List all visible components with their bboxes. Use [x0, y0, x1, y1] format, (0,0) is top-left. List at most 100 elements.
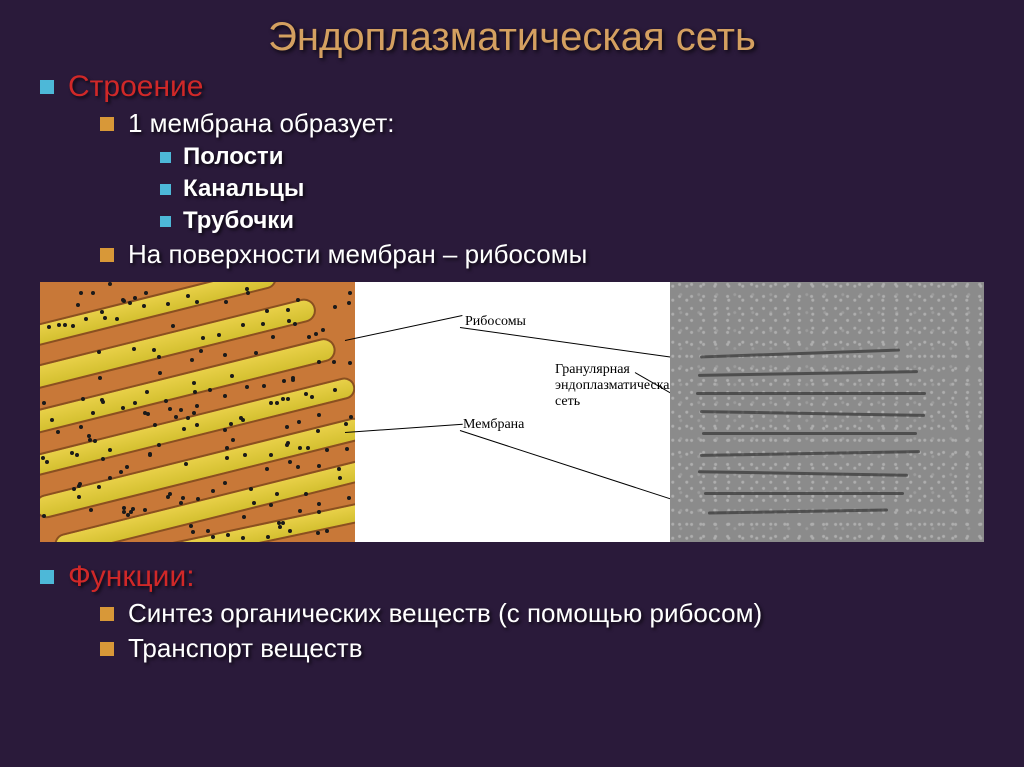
ribosome-dot — [231, 438, 235, 442]
ribosome-dot — [192, 411, 196, 415]
ribosome-dot — [298, 446, 302, 450]
ribosome-dot — [119, 470, 123, 474]
ribosome-dot — [208, 388, 212, 392]
ribosome-dot — [206, 529, 210, 533]
structure-section: Строение 1 мембрана образует: Полости Ка… — [40, 70, 984, 270]
ribosome-dot — [223, 481, 227, 485]
ribosome-dot — [42, 401, 46, 405]
ribosome-dot — [291, 378, 295, 382]
bullet-icon — [160, 152, 171, 163]
ribosome-dot — [108, 476, 112, 480]
ribosome-dot — [97, 485, 101, 489]
ribosome-dot — [84, 317, 88, 321]
ribosome-dot — [191, 530, 195, 534]
micrograph-er-line — [702, 432, 917, 435]
ribosome-dot — [246, 291, 250, 295]
ribosome-dot — [287, 319, 291, 323]
label-granular-3: сеть — [555, 394, 580, 410]
ribosome-dot — [347, 496, 351, 500]
item-text: Канальцы — [183, 175, 304, 203]
function-item-row: Синтез органических веществ (с помощью р… — [100, 598, 984, 629]
ribosome-dot — [223, 353, 227, 357]
ribosome-dot — [195, 404, 199, 408]
ribosome-dot — [310, 395, 314, 399]
ribosome-dot — [332, 360, 336, 364]
ribosome-dot — [225, 446, 229, 450]
ribosome-dot — [132, 347, 136, 351]
ribosome-dot — [316, 531, 320, 535]
ribosome-dot — [325, 448, 329, 452]
item-row: Полости — [160, 143, 984, 171]
ribosome-dot — [79, 425, 83, 429]
ribosome-dot — [317, 464, 321, 468]
ribosome-dot — [304, 492, 308, 496]
ribosome-dot — [262, 384, 266, 388]
ribosome-dot — [184, 462, 188, 466]
ribosome-dot — [166, 302, 170, 306]
ribosome-dot — [348, 291, 352, 295]
ribosome-dot — [143, 508, 147, 512]
function-item-row: Транспорт веществ — [100, 633, 984, 664]
ribosome-dot — [225, 456, 229, 460]
ribosome-dot — [115, 317, 119, 321]
surface-text: На поверхности мембран – рибосомы — [128, 239, 587, 270]
ribosome-dot — [189, 524, 193, 528]
ribosome-dot — [269, 503, 273, 507]
ribosome-dot — [164, 399, 168, 403]
function-item: Синтез органических веществ (с помощью р… — [128, 598, 762, 629]
ribosome-dot — [277, 521, 281, 525]
label-membrane: Мембрана — [463, 417, 524, 433]
ribosome-dot — [129, 510, 133, 514]
ribosome-dot — [304, 392, 308, 396]
ribosome-dot — [242, 515, 246, 519]
ribosome-dot — [285, 425, 289, 429]
ribosome-dot — [70, 451, 74, 455]
ribosome-dot — [182, 427, 186, 431]
ribosome-dot — [148, 452, 152, 456]
bullet-icon — [40, 570, 54, 584]
ribosome-dot — [76, 303, 80, 307]
ribosome-dot — [337, 467, 341, 471]
ribosome-dot — [296, 298, 300, 302]
ribosome-dot — [142, 304, 146, 308]
ribosome-dot — [193, 390, 197, 394]
ribosome-dot — [317, 502, 321, 506]
ribosome-dot — [230, 374, 234, 378]
ribosome-dot — [72, 487, 76, 491]
ribosome-dot — [201, 336, 205, 340]
ribosome-dot — [186, 294, 190, 298]
ribosome-dot — [158, 371, 162, 375]
leader-line — [345, 315, 463, 341]
functions-heading: Функции: — [68, 560, 195, 594]
ribosome-dot — [89, 508, 93, 512]
ribosome-dot — [211, 535, 215, 539]
ribosome-dot — [100, 310, 104, 314]
bullet-icon — [100, 117, 114, 131]
label-granular-1: Гранулярная — [555, 362, 630, 378]
ribosome-dot — [122, 506, 126, 510]
ribosome-dot — [223, 428, 227, 432]
ribosome-dot — [179, 501, 183, 505]
diagram-container: Рибосомы Мембрана Гранулярная эндоплазма… — [40, 282, 984, 542]
ribosome-dot — [45, 460, 49, 464]
ribosome-dot — [157, 355, 161, 359]
ribosome-dot — [190, 358, 194, 362]
ribosome-dot — [265, 309, 269, 313]
ribosome-dot — [171, 324, 175, 328]
ribosome-dot — [57, 323, 61, 327]
ribosome-dot — [199, 349, 203, 353]
structure-heading: Строение — [68, 70, 203, 104]
ribosome-dot — [121, 406, 125, 410]
ribosome-dot — [98, 376, 102, 380]
function-item: Транспорт веществ — [128, 633, 363, 664]
ribosome-dot — [296, 465, 300, 469]
ribosome-dot — [79, 291, 83, 295]
functions-section: Функции: Синтез органических веществ (с … — [40, 560, 984, 664]
ribosome-dot — [307, 335, 311, 339]
bullet-icon — [100, 607, 114, 621]
ribosome-dot — [252, 501, 256, 505]
ribosome-dot — [249, 487, 253, 491]
ribosome-dot — [338, 476, 342, 480]
ribosome-dot — [347, 301, 351, 305]
ribosome-dot — [333, 305, 337, 309]
